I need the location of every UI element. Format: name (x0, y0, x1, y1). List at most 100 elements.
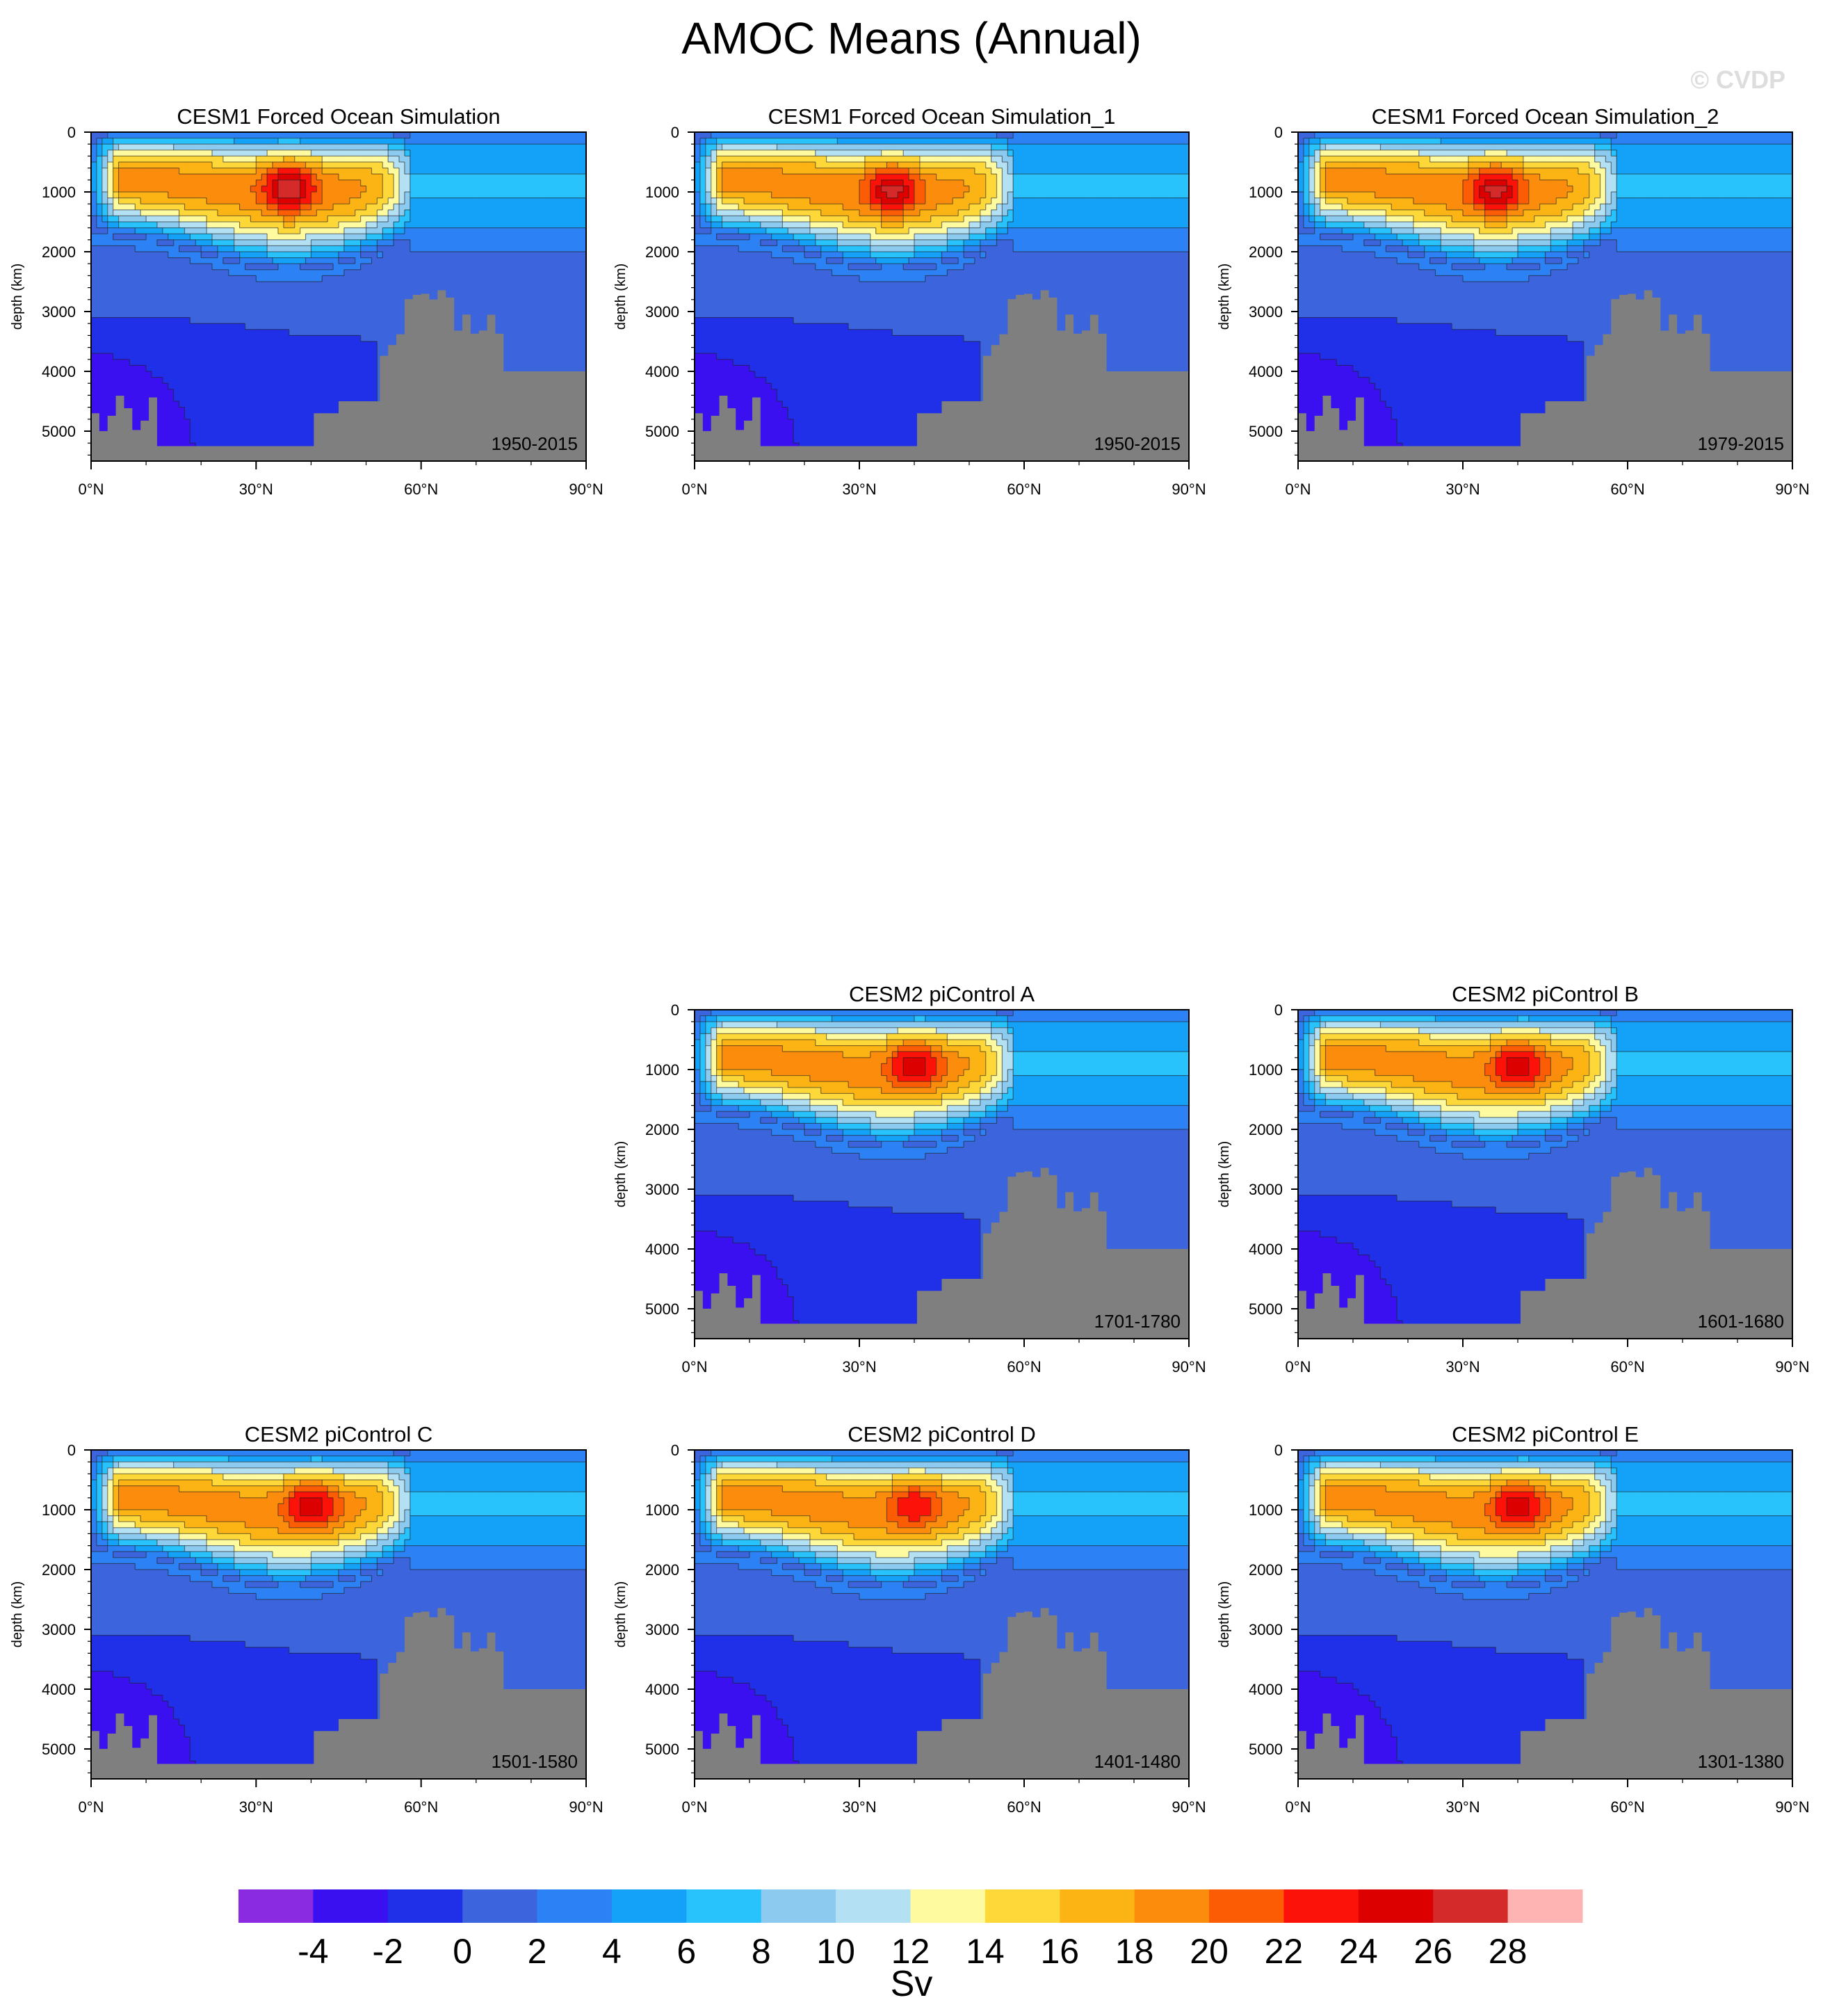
y-tick-label: 1000 (645, 184, 679, 201)
colorbar-box (1358, 1889, 1434, 1923)
bathymetry (695, 1608, 1189, 1779)
panel-title: CESM2 piControl A (849, 982, 1035, 1006)
y-tick-label: 5000 (645, 423, 679, 440)
colorbar-box (1433, 1889, 1509, 1923)
bathymetry (91, 290, 586, 461)
y-tick-label: 2000 (1249, 243, 1283, 261)
colorbar-box (761, 1889, 836, 1923)
bathymetry (1298, 1608, 1792, 1779)
colorbar-label: 2 (528, 1932, 547, 1971)
colorbar-label: -4 (298, 1932, 328, 1971)
y-tick-label: 5000 (645, 1741, 679, 1758)
y-axis-label: depth (km) (1217, 1581, 1232, 1648)
bathymetry (1298, 1168, 1792, 1339)
bathymetry (695, 290, 1189, 461)
panel-frame (90, 131, 587, 462)
colorbar-box (836, 1889, 911, 1923)
colorbar-box (1060, 1889, 1135, 1923)
x-tick-label: 30°N (1445, 1798, 1480, 1816)
colorbar-label: -2 (373, 1932, 403, 1971)
colorbar-box (611, 1889, 687, 1923)
colorbar-label: 10 (816, 1932, 855, 1971)
panel-title: CESM1 Forced Ocean Simulation (177, 104, 500, 129)
x-tick-label: 30°N (239, 481, 273, 498)
y-axis-label: depth (km) (1217, 1141, 1232, 1208)
panel-title: CESM2 piControl D (848, 1422, 1035, 1446)
contour-field (1298, 132, 1792, 461)
period-label: 1950-2015 (1094, 433, 1181, 454)
colorbar-box (1283, 1889, 1359, 1923)
y-tick-label: 4000 (42, 1681, 76, 1698)
panel-3: CESM1 Forced Ocean Simulation_2 1979-2015… (1217, 104, 1810, 498)
x-tick-label: 30°N (842, 1358, 876, 1376)
contour-field (1298, 1450, 1792, 1779)
x-tick-label: 90°N (569, 1798, 603, 1816)
x-tick-label: 0°N (682, 1358, 708, 1376)
colorbar-unit: Sv (891, 1964, 933, 2004)
colorbar-box (462, 1889, 538, 1923)
colorbar-box (1134, 1889, 1210, 1923)
y-tick-label: 3000 (1249, 1181, 1283, 1198)
x-tick-label: 0°N (682, 481, 708, 498)
x-tick-label: 30°N (1445, 481, 1480, 498)
colorbar-label: 18 (1115, 1932, 1154, 1971)
panel-frame (694, 1009, 1190, 1339)
x-tick-label: 90°N (1775, 1798, 1809, 1816)
y-tick-label: 1000 (1249, 184, 1283, 201)
colorbar-label: 16 (1040, 1932, 1079, 1971)
y-tick-label: 5000 (42, 1741, 76, 1758)
x-tick-label: 30°N (842, 481, 876, 498)
y-tick-label: 4000 (645, 1241, 679, 1258)
y-tick-label: 2000 (1249, 1561, 1283, 1579)
y-tick-label: 1000 (645, 1501, 679, 1519)
x-tick-label: 60°N (1610, 1358, 1644, 1376)
colorbar-box (537, 1889, 613, 1923)
y-tick-label: 1000 (1249, 1501, 1283, 1519)
panel-5: CESM2 piControl B 1601-1680 0 1000 2000 3000 4… (1217, 982, 1810, 1376)
panel-frame (1297, 1449, 1793, 1780)
bathymetry (1298, 290, 1792, 461)
x-tick-label: 90°N (1775, 481, 1809, 498)
y-axis-label: depth (km) (1217, 264, 1232, 330)
y-tick-label: 5000 (1249, 1741, 1283, 1758)
x-tick-label: 0°N (79, 481, 104, 498)
y-tick-label: 0 (1274, 1001, 1283, 1019)
y-tick-label: 1000 (42, 184, 76, 201)
y-tick-label: 2000 (1249, 1121, 1283, 1138)
x-tick-label: 60°N (404, 481, 438, 498)
period-label: 1401-1480 (1094, 1751, 1181, 1772)
period-label: 1601-1680 (1698, 1311, 1784, 1332)
y-tick-label: 5000 (1249, 1300, 1283, 1318)
x-tick-label: 90°N (1775, 1358, 1809, 1376)
contour-field (695, 1450, 1189, 1779)
colorbar-box (1507, 1889, 1583, 1923)
colorbar-label: 20 (1190, 1932, 1229, 1971)
panel-7: CESM2 piControl D 1401-1480 0 1000 2000 3000 4… (613, 1422, 1206, 1816)
x-tick-label: 90°N (569, 481, 603, 498)
colorbar-box (313, 1889, 389, 1923)
panel-2: CESM1 Forced Ocean Simulation_1 1950-2015… (613, 104, 1206, 498)
bathymetry (695, 1168, 1189, 1339)
colorbar-label: 4 (602, 1932, 622, 1971)
x-tick-label: 90°N (1172, 1358, 1206, 1376)
y-tick-label: 3000 (42, 1621, 76, 1638)
x-tick-label: 30°N (1445, 1358, 1480, 1376)
y-tick-label: 4000 (645, 363, 679, 380)
y-tick-label: 2000 (645, 1121, 679, 1138)
colorbar-box (387, 1889, 463, 1923)
panel-8: CESM2 piControl E 1301-1380 0 1000 2000 3000 4… (1217, 1422, 1810, 1816)
x-tick-label: 90°N (1172, 481, 1206, 498)
y-axis-label: depth (km) (10, 1581, 25, 1648)
y-tick-label: 3000 (1249, 1621, 1283, 1638)
x-tick-label: 60°N (404, 1798, 438, 1816)
contour-field (91, 132, 586, 461)
colorbar-box (1209, 1889, 1284, 1923)
x-tick-label: 60°N (1007, 1798, 1041, 1816)
colorbar-label: 8 (752, 1932, 771, 1971)
x-tick-label: 0°N (1286, 1358, 1311, 1376)
contour-field (695, 1010, 1189, 1339)
panel-title: CESM2 piControl B (1452, 982, 1639, 1006)
